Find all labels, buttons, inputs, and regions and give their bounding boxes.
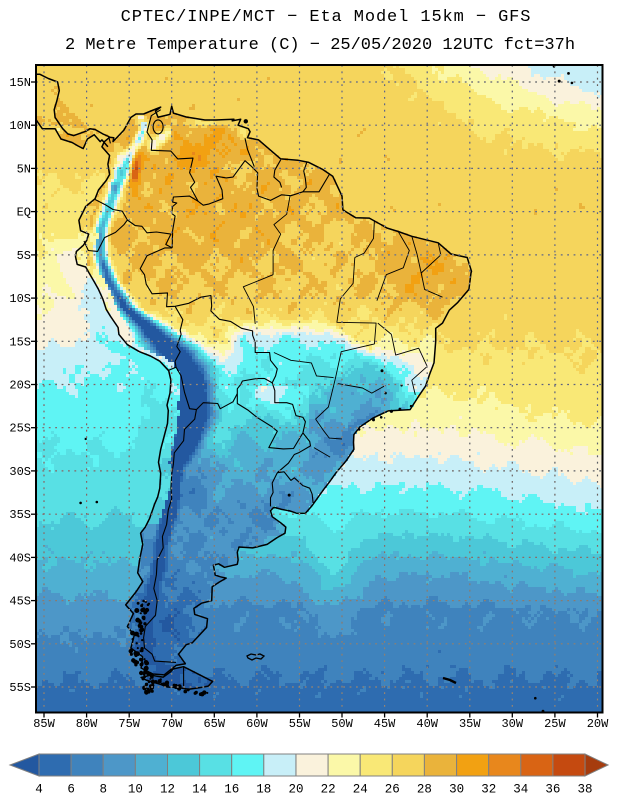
svg-text:18: 18 xyxy=(256,783,271,797)
svg-text:20: 20 xyxy=(288,783,303,797)
svg-text:36: 36 xyxy=(545,783,560,797)
svg-text:4: 4 xyxy=(35,783,43,797)
svg-text:12: 12 xyxy=(160,783,175,797)
svg-text:22: 22 xyxy=(321,783,336,797)
svg-text:2 Metre Temperature (C) − 25/0: 2 Metre Temperature (C) − 25/05/2020 12U… xyxy=(65,36,575,55)
svg-text:35W: 35W xyxy=(459,717,481,731)
svg-text:45S: 45S xyxy=(9,595,31,609)
svg-text:16: 16 xyxy=(224,783,239,797)
svg-text:8: 8 xyxy=(99,783,107,797)
svg-text:24: 24 xyxy=(353,783,368,797)
svg-text:25S: 25S xyxy=(9,422,31,436)
svg-text:55S: 55S xyxy=(9,681,31,695)
svg-text:55W: 55W xyxy=(289,717,311,731)
svg-text:20W: 20W xyxy=(587,717,609,731)
svg-text:80W: 80W xyxy=(76,717,98,731)
svg-text:15S: 15S xyxy=(9,335,31,349)
svg-text:65W: 65W xyxy=(203,717,225,731)
svg-text:38: 38 xyxy=(577,783,592,797)
svg-text:40W: 40W xyxy=(416,717,438,731)
svg-text:40S: 40S xyxy=(9,551,31,565)
svg-text:EQ: EQ xyxy=(17,206,31,220)
svg-text:15N: 15N xyxy=(9,76,31,90)
svg-text:30W: 30W xyxy=(501,717,523,731)
svg-text:10S: 10S xyxy=(9,292,31,306)
svg-text:26: 26 xyxy=(385,783,400,797)
svg-text:10N: 10N xyxy=(9,119,31,133)
svg-text:10: 10 xyxy=(128,783,143,797)
svg-text:60W: 60W xyxy=(246,717,268,731)
svg-text:85W: 85W xyxy=(33,717,55,731)
svg-text:CPTEC/INPE/MCT − Eta Model 15: CPTEC/INPE/MCT − Eta Model 15km − GFS xyxy=(121,8,532,27)
svg-text:6: 6 xyxy=(67,783,75,797)
svg-text:32: 32 xyxy=(481,783,496,797)
svg-text:5S: 5S xyxy=(17,249,31,263)
svg-text:30S: 30S xyxy=(9,465,31,479)
svg-text:5N: 5N xyxy=(17,162,31,176)
svg-text:25W: 25W xyxy=(544,717,566,731)
svg-text:20S: 20S xyxy=(9,379,31,393)
svg-text:75W: 75W xyxy=(118,717,140,731)
svg-text:30: 30 xyxy=(449,783,464,797)
svg-text:14: 14 xyxy=(192,783,207,797)
svg-text:28: 28 xyxy=(417,783,432,797)
svg-text:50S: 50S xyxy=(9,638,31,652)
svg-text:70W: 70W xyxy=(161,717,183,731)
svg-text:35S: 35S xyxy=(9,508,31,522)
svg-text:50W: 50W xyxy=(331,717,353,731)
svg-text:34: 34 xyxy=(513,783,528,797)
svg-text:45W: 45W xyxy=(374,717,396,731)
